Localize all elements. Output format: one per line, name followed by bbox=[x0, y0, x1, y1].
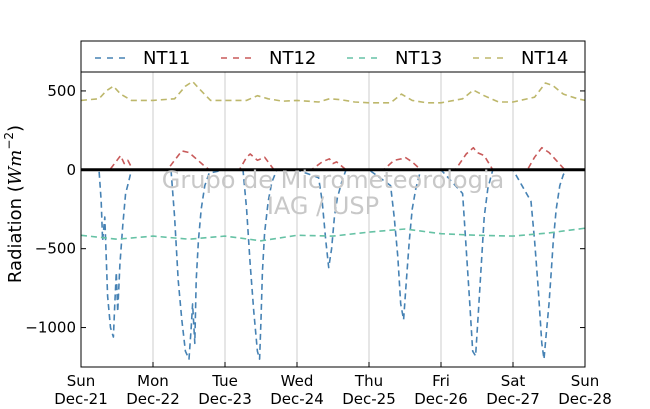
x-tick-label-day-7: Sun bbox=[571, 372, 600, 390]
y-axis-title: Radiation (Wm−2) bbox=[2, 125, 26, 283]
legend-label-nt13: NT13 bbox=[395, 48, 442, 69]
legend-label-nt14: NT14 bbox=[521, 48, 568, 69]
x-tick-label-day-6: Sat bbox=[501, 372, 526, 390]
axis-ticks: 5000−500−1000SunDec-21MonDec-22TueDec-23… bbox=[25, 82, 612, 408]
y-tick-label-3: −1000 bbox=[25, 319, 76, 337]
watermark-line-1: Grupo de Micrometeorologia bbox=[162, 166, 504, 194]
series-line-nt14 bbox=[80, 80, 586, 104]
x-tick-label-date-1: Dec-22 bbox=[126, 390, 180, 408]
grid-lines bbox=[152, 72, 514, 367]
watermark-line-2: IAG / USP bbox=[267, 192, 379, 220]
legend-box bbox=[80, 40, 586, 73]
y-tick-label-1: 0 bbox=[66, 161, 76, 179]
x-tick-label-day-1: Mon bbox=[137, 372, 169, 390]
x-tick-label-day-4: Thu bbox=[354, 372, 383, 390]
series-line-nt13 bbox=[80, 227, 586, 242]
x-tick-label-day-5: Fri bbox=[432, 372, 450, 390]
x-tick-label-date-0: Dec-21 bbox=[54, 390, 108, 408]
y-axis-title-prefix: Radiation ( bbox=[5, 185, 26, 283]
x-tick-label-date-5: Dec-26 bbox=[414, 390, 468, 408]
watermark: Grupo de Micrometeorologia IAG / USP bbox=[162, 166, 504, 220]
x-tick-label-day-2: Tue bbox=[211, 372, 238, 390]
y-tick-label-2: −500 bbox=[35, 240, 76, 258]
y-axis-title-suffix: ) bbox=[5, 125, 26, 132]
x-tick-label-date-6: Dec-27 bbox=[486, 390, 540, 408]
x-tick-label-day-0: Sun bbox=[67, 372, 96, 390]
x-tick-label-date-4: Dec-25 bbox=[342, 390, 396, 408]
legend-label-nt12: NT12 bbox=[269, 48, 316, 69]
series-lines bbox=[80, 80, 586, 360]
x-tick-label-date-3: Dec-24 bbox=[270, 390, 324, 408]
y-axis-title-unit: Wm bbox=[5, 150, 26, 186]
x-tick-label-day-3: Wed bbox=[281, 372, 314, 390]
x-tick-label-date-2: Dec-23 bbox=[198, 390, 252, 408]
y-axis-title-exponent: −2 bbox=[2, 132, 16, 150]
series-line-nt11 bbox=[81, 169, 585, 360]
legend-label-nt11: NT11 bbox=[143, 48, 190, 69]
legend: NT11 NT12 NT13 NT14 bbox=[80, 40, 586, 73]
x-tick-label-date-7: Dec-28 bbox=[558, 390, 612, 408]
series-line-nt12 bbox=[81, 146, 585, 171]
y-tick-label-0: 500 bbox=[47, 82, 76, 100]
